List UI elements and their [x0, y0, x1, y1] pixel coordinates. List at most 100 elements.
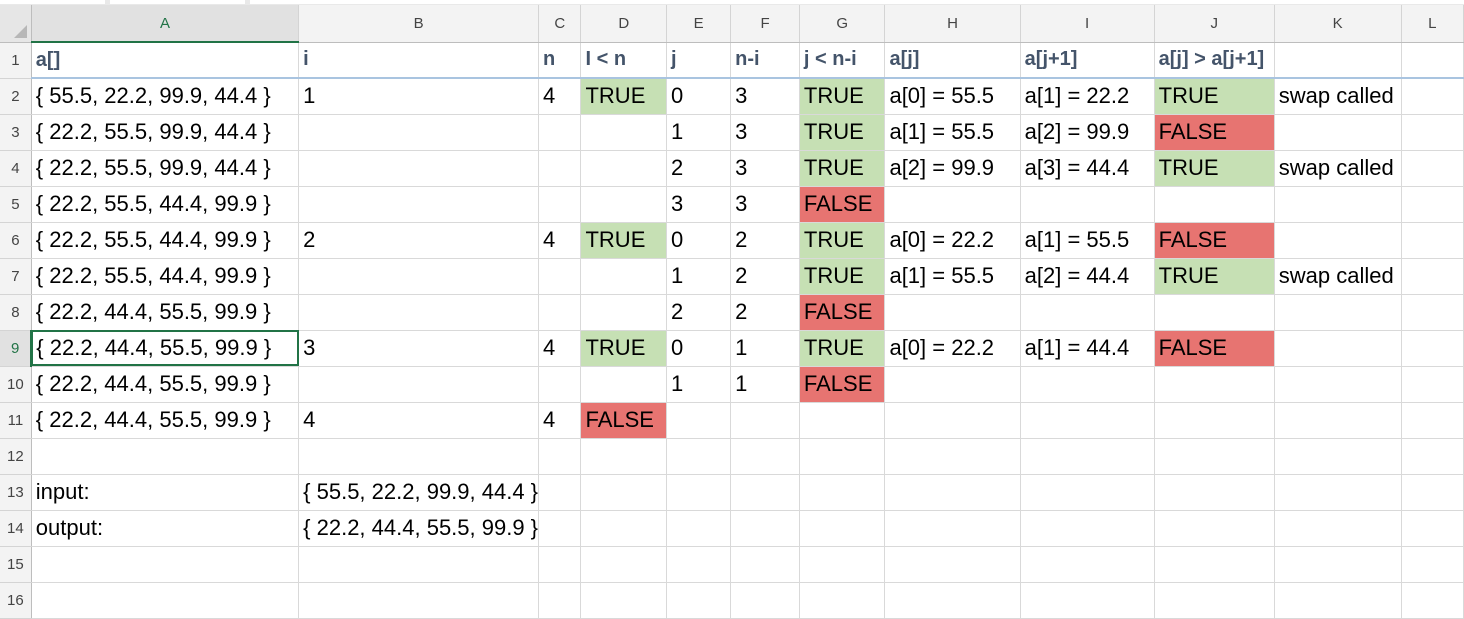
cell-d11[interactable]: FALSE — [580, 402, 668, 439]
cell-g4[interactable]: TRUE — [799, 150, 886, 187]
cell-l6[interactable] — [1401, 222, 1464, 259]
cell-h6[interactable]: a[0] = 22.2 — [884, 222, 1021, 259]
cell-i7[interactable]: a[2] = 44.4 — [1020, 258, 1155, 295]
cell-b14[interactable]: { 22.2, 44.4, 55.5, 99.9 } — [298, 510, 540, 547]
cell-e12[interactable] — [666, 438, 732, 475]
cell-a3[interactable]: { 22.2, 55.5, 99.9, 44.4 } — [31, 114, 300, 151]
cell-k15[interactable] — [1274, 546, 1402, 583]
cell-l13[interactable] — [1401, 474, 1464, 511]
cell-c6[interactable]: 4 — [538, 222, 582, 259]
cell-l9[interactable] — [1401, 330, 1464, 367]
cell-g11[interactable] — [799, 402, 886, 439]
cell-a2[interactable]: { 55.5, 22.2, 99.9, 44.4 } — [31, 78, 300, 115]
cell-e8[interactable]: 2 — [666, 294, 732, 331]
row-header-9[interactable]: 9 — [0, 330, 33, 367]
column-header-l[interactable]: L — [1401, 5, 1464, 43]
cell-e3[interactable]: 1 — [666, 114, 732, 151]
cell-k11[interactable] — [1274, 402, 1402, 439]
column-header-a[interactable]: A — [31, 5, 300, 43]
cell-d3[interactable] — [580, 114, 668, 151]
cell-j16[interactable] — [1154, 582, 1275, 619]
cell-l16[interactable] — [1401, 582, 1464, 619]
cell-h3[interactable]: a[1] = 55.5 — [884, 114, 1021, 151]
cell-j8[interactable] — [1154, 294, 1275, 331]
spreadsheet-grid[interactable]: A B C D E F G H I J K L 1 a[] i n I < n j n-i j < n-i a[j] a[… — [0, 5, 1464, 619]
cell-e7[interactable]: 1 — [666, 258, 732, 295]
row-header-4[interactable]: 4 — [0, 150, 32, 187]
cell-i16[interactable] — [1020, 582, 1155, 619]
cell-i12[interactable] — [1020, 438, 1155, 475]
cell-g12[interactable] — [799, 438, 886, 475]
cell-k13[interactable] — [1274, 474, 1402, 511]
cell-f12[interactable] — [730, 438, 800, 475]
cell-b12[interactable] — [298, 438, 540, 475]
cell-e15[interactable] — [666, 546, 732, 583]
cell-b7[interactable] — [298, 258, 540, 295]
cell-d8[interactable] — [580, 294, 668, 331]
cell-a1[interactable]: a[] — [31, 42, 300, 79]
cell-b2[interactable]: 1 — [298, 78, 540, 115]
cell-f6[interactable]: 2 — [730, 222, 800, 259]
cell-a14[interactable]: output: — [31, 510, 300, 547]
cell-i2[interactable]: a[1] = 22.2 — [1020, 78, 1155, 115]
cell-c4[interactable] — [538, 150, 582, 187]
cell-j12[interactable] — [1154, 438, 1275, 475]
cell-j14[interactable] — [1154, 510, 1275, 547]
row-header-1[interactable]: 1 — [0, 42, 32, 79]
cell-l5[interactable] — [1401, 186, 1464, 223]
cell-e6[interactable]: 0 — [666, 222, 732, 259]
cell-e4[interactable]: 2 — [666, 150, 732, 187]
cell-k12[interactable] — [1274, 438, 1402, 475]
cell-a16[interactable] — [31, 582, 300, 619]
cell-l1[interactable] — [1401, 42, 1464, 79]
row-header-12[interactable]: 12 — [0, 438, 32, 475]
cell-f15[interactable] — [730, 546, 800, 583]
cell-f14[interactable] — [730, 510, 800, 547]
cell-k6[interactable] — [1274, 222, 1402, 259]
cell-a12[interactable] — [31, 438, 300, 475]
cell-l7[interactable] — [1401, 258, 1464, 295]
cell-h5[interactable] — [884, 186, 1021, 223]
cell-f7[interactable]: 2 — [730, 258, 800, 295]
cell-j10[interactable] — [1154, 366, 1275, 403]
cell-b13[interactable]: { 55.5, 22.2, 99.9, 44.4 } — [298, 474, 540, 511]
cell-f10[interactable]: 1 — [730, 366, 800, 403]
cell-b6[interactable]: 2 — [298, 222, 540, 259]
cell-h14[interactable] — [884, 510, 1021, 547]
cell-k4[interactable]: swap called — [1274, 150, 1402, 187]
cell-b4[interactable] — [298, 150, 540, 187]
cell-b9[interactable]: 3 — [298, 330, 540, 367]
cell-h4[interactable]: a[2] = 99.9 — [884, 150, 1021, 187]
cell-j2[interactable]: TRUE — [1154, 78, 1275, 115]
cell-k7[interactable]: swap called — [1274, 258, 1402, 295]
cell-a7[interactable]: { 22.2, 55.5, 44.4, 99.9 } — [31, 258, 300, 295]
cell-b16[interactable] — [298, 582, 540, 619]
cell-g8[interactable]: FALSE — [799, 294, 886, 331]
cell-a8[interactable]: { 22.2, 44.4, 55.5, 99.9 } — [31, 294, 300, 331]
cell-k3[interactable] — [1274, 114, 1402, 151]
cell-f16[interactable] — [730, 582, 800, 619]
column-header-k[interactable]: K — [1274, 5, 1402, 43]
column-header-i[interactable]: I — [1020, 5, 1155, 43]
cell-j13[interactable] — [1154, 474, 1275, 511]
cell-d4[interactable] — [580, 150, 668, 187]
cell-e1[interactable]: j — [666, 42, 732, 79]
cell-f8[interactable]: 2 — [730, 294, 800, 331]
cell-i9[interactable]: a[1] = 44.4 — [1020, 330, 1155, 367]
cell-j7[interactable]: TRUE — [1154, 258, 1275, 295]
cell-a13[interactable]: input: — [31, 474, 300, 511]
cell-g7[interactable]: TRUE — [799, 258, 886, 295]
cell-d10[interactable] — [580, 366, 668, 403]
cell-k10[interactable] — [1274, 366, 1402, 403]
row-header-2[interactable]: 2 — [0, 78, 32, 115]
column-header-d[interactable]: D — [580, 5, 668, 43]
cell-i5[interactable] — [1020, 186, 1155, 223]
cell-h1[interactable]: a[j] — [884, 42, 1021, 79]
cell-g13[interactable] — [799, 474, 886, 511]
cell-g15[interactable] — [799, 546, 886, 583]
cell-l15[interactable] — [1401, 546, 1464, 583]
column-header-b[interactable]: B — [298, 5, 540, 43]
select-all-corner[interactable] — [0, 5, 32, 43]
cell-d14[interactable] — [580, 510, 668, 547]
cell-g9[interactable]: TRUE — [799, 330, 886, 367]
